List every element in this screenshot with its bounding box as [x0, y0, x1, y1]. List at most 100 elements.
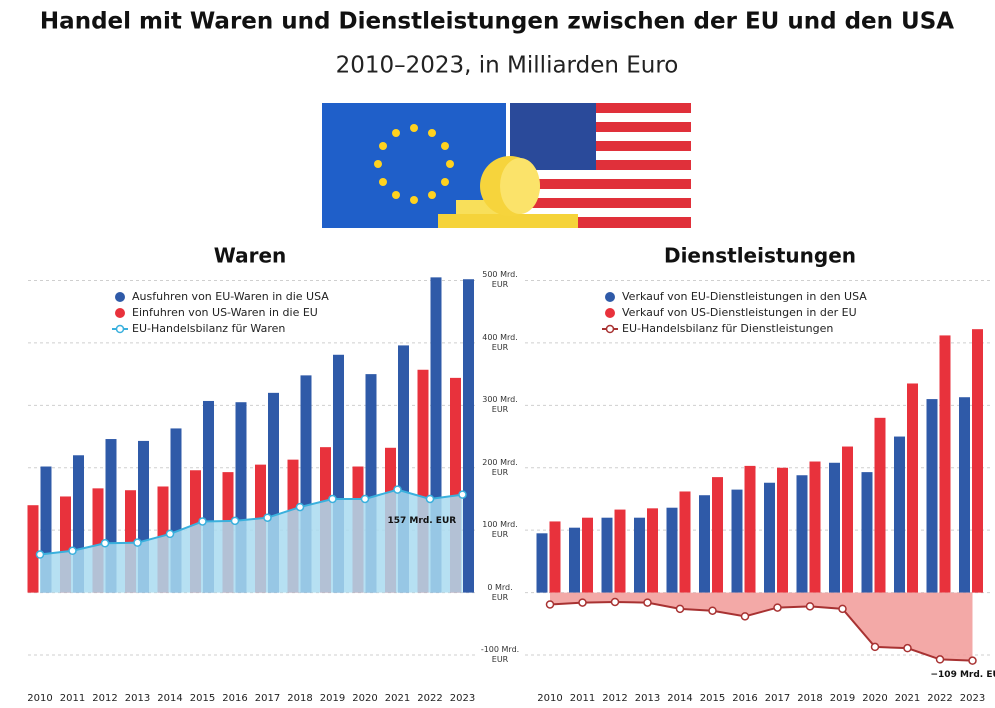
subtitle: 2010–2023, in Milliarden Euro: [336, 53, 679, 79]
y-tick-label: 400 Mrd. EUR: [482, 332, 518, 352]
x-tick-label: 2022: [417, 693, 442, 704]
bar: [842, 446, 853, 593]
x-tick-label: 2017: [765, 693, 790, 704]
bar: [764, 482, 775, 593]
x-tick-label: 2023: [450, 693, 475, 704]
balance-point: [903, 643, 912, 653]
balance-point: [165, 529, 175, 539]
balance-point: [328, 494, 337, 504]
balance-point: [100, 539, 110, 548]
bar: [829, 462, 840, 593]
x-tick-label: 2010: [27, 693, 52, 704]
x-tick-label: 2013: [635, 693, 660, 704]
y-tick-label: 100 Mrd. EUR: [482, 520, 518, 540]
bar: [430, 277, 442, 593]
x-tick-label: 2018: [287, 693, 312, 704]
bar: [699, 495, 710, 593]
balance-point: [360, 494, 370, 504]
bar: [300, 375, 312, 593]
bar: [235, 402, 247, 593]
balance-point: [295, 502, 305, 512]
x-tick-label: 2018: [797, 693, 822, 704]
balance-area: [550, 592, 973, 661]
balance-point: [675, 604, 685, 614]
bar: [712, 477, 723, 593]
bar: [582, 517, 593, 593]
x-tick-label: 2013: [125, 693, 150, 704]
balance-point: [133, 538, 142, 547]
bar: [170, 428, 182, 593]
bar: [874, 417, 886, 593]
balance-point: [68, 546, 77, 556]
bar: [809, 461, 821, 593]
bar: [365, 374, 377, 593]
bar: [450, 377, 461, 593]
bar: [679, 491, 691, 593]
x-tick-label: 2011: [60, 693, 85, 704]
bar: [27, 505, 39, 593]
legend-marker: [115, 292, 125, 302]
legend-marker: [605, 292, 615, 302]
legend-label: Verkauf von EU-Dienstleistungen in den U…: [622, 290, 867, 303]
bar: [398, 345, 409, 593]
bar: [614, 509, 626, 593]
x-tick-label: 2019: [830, 693, 855, 704]
bar: [536, 533, 548, 593]
x-tick-label: 2010: [537, 693, 562, 704]
x-tick-label: 2012: [92, 693, 117, 704]
bar: [73, 455, 84, 593]
x-tick-label: 2016: [222, 693, 247, 704]
annotation: 157 Mrd. EUR: [388, 516, 457, 526]
x-tick-label: 2020: [862, 693, 887, 704]
x-tick-label: 2020: [352, 693, 377, 704]
bar: [60, 496, 71, 593]
x-tick-label: 2023: [960, 693, 985, 704]
balance-point: [708, 606, 717, 615]
bar: [463, 279, 474, 593]
balance-area: [40, 489, 463, 593]
x-tick-label: 2012: [602, 693, 627, 704]
balance-point: [805, 602, 815, 611]
balance-point: [870, 642, 880, 652]
legend-marker: [115, 308, 125, 318]
annotation: −109 Mrd. EUR: [931, 670, 995, 680]
legend-label: EU-Handelsbilanz für Dienstleistungen: [622, 322, 833, 335]
balance-point: [935, 655, 945, 664]
bar: [417, 369, 429, 593]
balance-point: [740, 612, 750, 621]
legend-marker: [605, 324, 615, 334]
balance-point: [968, 656, 977, 665]
bar: [731, 489, 743, 593]
bar: [138, 440, 149, 593]
bar: [601, 517, 613, 593]
legend-label: Ausfuhren von EU-Waren in die USA: [132, 290, 329, 303]
x-tick-label: 2015: [700, 693, 725, 704]
chart-title: Waren: [214, 244, 287, 268]
x-tick-label: 2011: [570, 693, 595, 704]
bar: [125, 490, 136, 593]
x-tick-label: 2014: [667, 693, 692, 704]
bar: [796, 475, 808, 593]
bar: [907, 383, 918, 593]
legend-label: Verkauf von US-Dienstleistungen in der E…: [622, 306, 857, 319]
title: Handel mit Waren und Dienstleistungen zw…: [40, 9, 954, 35]
balance-point: [773, 603, 782, 612]
y-tick-label: 200 Mrd. EUR: [482, 457, 518, 477]
flags-illustration: [322, 103, 691, 228]
bar: [647, 508, 658, 593]
bar: [333, 354, 344, 593]
y-tick-label: 500 Mrd. EUR: [482, 270, 518, 290]
balance-point: [458, 490, 467, 499]
bar: [105, 439, 117, 593]
balance-point: [198, 517, 207, 526]
y-tick-label: 0 Mrd. EUR: [487, 582, 513, 602]
balance-point: [425, 494, 435, 504]
x-tick-label: 2021: [385, 693, 410, 704]
bar: [777, 467, 788, 593]
legend-marker: [115, 324, 125, 334]
balance-point: [838, 604, 847, 614]
balance-point: [578, 598, 587, 607]
bar: [861, 472, 873, 593]
